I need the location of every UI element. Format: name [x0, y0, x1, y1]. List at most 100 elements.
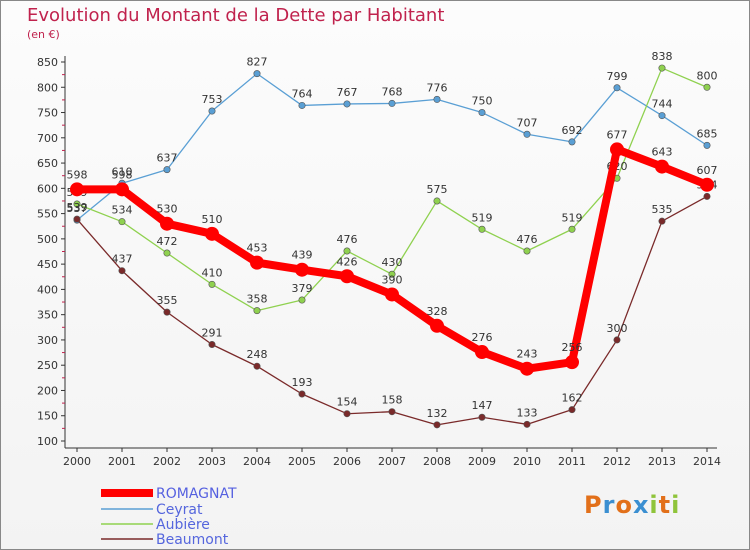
data-point	[388, 99, 396, 107]
data-label: 430	[382, 256, 403, 269]
data-label: 530	[157, 203, 178, 216]
data-label: 539	[67, 201, 88, 214]
data-point	[115, 182, 129, 197]
data-point	[568, 406, 576, 414]
data-label: 162	[562, 392, 583, 405]
data-point	[523, 247, 531, 255]
y-tick-label: 650	[37, 157, 58, 170]
data-label: 610	[112, 165, 133, 178]
data-label: 248	[247, 348, 268, 361]
data-label: 800	[697, 69, 718, 82]
data-point	[118, 267, 126, 275]
data-point	[478, 225, 486, 233]
data-label: 453	[247, 242, 268, 255]
data-point	[658, 112, 666, 120]
data-point	[295, 262, 309, 277]
data-label: 799	[607, 70, 628, 83]
data-point	[568, 138, 576, 146]
y-tick-label: 600	[37, 182, 58, 195]
data-point	[523, 420, 531, 428]
x-tick-label: 2006	[333, 455, 361, 468]
data-point	[610, 142, 624, 157]
x-tick-label: 2013	[648, 455, 676, 468]
data-label: 154	[337, 396, 358, 409]
x-tick-label: 2003	[198, 455, 226, 468]
proxiti-logo: Proxiti	[584, 491, 681, 519]
data-label: 276	[472, 331, 493, 344]
data-label: 379	[292, 282, 313, 295]
data-point	[388, 408, 396, 416]
data-point	[250, 255, 264, 270]
x-tick-label: 2014	[693, 455, 721, 468]
data-label: 534	[112, 204, 133, 217]
legend-label: Aubière	[156, 517, 210, 533]
data-label: 776	[427, 81, 448, 94]
data-label: 256	[562, 341, 583, 354]
data-label: 410	[202, 266, 223, 279]
data-label: 437	[112, 253, 133, 266]
y-tick-label: 450	[37, 258, 58, 271]
data-label: 535	[652, 203, 673, 216]
data-point	[253, 362, 261, 370]
data-label: 132	[427, 407, 448, 420]
x-tick-label: 2002	[153, 455, 181, 468]
data-point	[703, 141, 711, 149]
data-point	[298, 390, 306, 398]
chart-title: Evolution du Montant de la Dette par Hab…	[27, 5, 445, 26]
data-label: 147	[472, 399, 493, 412]
data-point	[613, 336, 621, 344]
data-point	[208, 340, 216, 348]
data-point	[655, 159, 669, 174]
data-label: 291	[202, 326, 223, 339]
x-tick-label: 2004	[243, 455, 271, 468]
data-point	[70, 182, 84, 197]
data-point	[208, 107, 216, 115]
data-label: 426	[337, 255, 358, 268]
data-point	[163, 308, 171, 316]
y-tick-label: 800	[37, 81, 58, 94]
y-tick-label: 350	[37, 309, 58, 322]
data-label: 677	[607, 128, 628, 141]
data-label: 358	[247, 293, 268, 306]
x-tick-label: 2011	[558, 455, 586, 468]
data-label: 519	[562, 211, 583, 224]
data-point	[478, 109, 486, 117]
legend-label: Beaumont	[156, 532, 229, 548]
data-label: 598	[112, 168, 133, 181]
data-label: 472	[157, 235, 178, 248]
data-point	[433, 197, 441, 205]
y-tick-label: 200	[37, 384, 58, 397]
data-label: 158	[382, 394, 403, 407]
data-label: 753	[202, 93, 223, 106]
data-label: 598	[67, 168, 88, 181]
data-point	[343, 247, 351, 255]
data-point	[388, 270, 396, 278]
data-point	[385, 287, 399, 302]
data-point	[160, 216, 174, 231]
data-label: 827	[247, 56, 268, 69]
data-label: 243	[517, 348, 538, 361]
data-point	[253, 70, 261, 78]
data-point	[433, 421, 441, 429]
data-point	[565, 355, 579, 370]
data-point	[475, 345, 489, 360]
data-point	[430, 318, 444, 333]
y-tick-label: 100	[37, 435, 58, 448]
y-tick-label: 150	[37, 410, 58, 423]
x-tick-label: 2009	[468, 455, 496, 468]
x-tick-label: 2007	[378, 455, 406, 468]
data-label: 767	[337, 86, 358, 99]
x-tick-label: 2010	[513, 455, 541, 468]
y-tick-label: 400	[37, 283, 58, 296]
data-label: 476	[517, 233, 538, 246]
series-line-beaumont	[76, 195, 708, 426]
data-point	[253, 307, 261, 315]
x-tick-label: 2008	[423, 455, 451, 468]
data-point	[163, 166, 171, 174]
x-tick-label: 2005	[288, 455, 316, 468]
data-label: 707	[517, 116, 538, 129]
data-label: 510	[202, 213, 223, 226]
data-point	[343, 410, 351, 418]
data-point	[658, 217, 666, 225]
